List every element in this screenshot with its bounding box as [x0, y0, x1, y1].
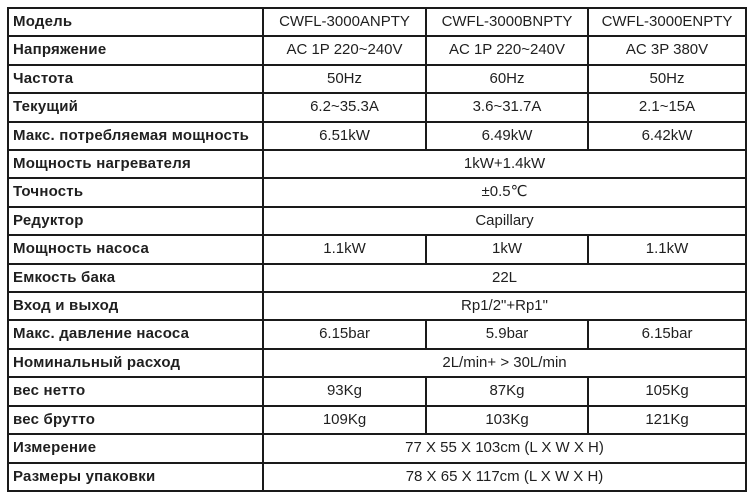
spec-value: AC 3P 380V [587, 35, 747, 66]
spec-value-merged: 22L [262, 262, 747, 294]
spec-value: 6.49kW [425, 120, 589, 152]
spec-value: AC 1P 220~240V [425, 35, 589, 66]
spec-value: 60Hz [425, 63, 589, 95]
spec-table: Модель CWFL-3000ANPTY CWFL-3000BNPTY CWFL-3… [7, 6, 747, 492]
spec-value-merged: 1kW+1.4kW [262, 149, 747, 180]
spec-value-merged: Capillary [262, 205, 747, 237]
spec-label: Макс. давление насоса [7, 319, 264, 350]
spec-value: 2.1~15A [587, 92, 747, 123]
table-row: Модель CWFL-3000ANPTY CWFL-3000BNPTY CWFL-3… [7, 6, 747, 38]
spec-value: 1.1kW [587, 234, 747, 265]
table-row: Емкость бака 22L [7, 262, 747, 294]
spec-label: Измерение [7, 433, 264, 464]
spec-label: Макс. потребляемая мощность [7, 120, 264, 152]
table-row: Макс. давление насоса 6.15bar 5.9bar 6.15ba… [7, 319, 747, 350]
table-row: вес брутто 109Kg 103Kg 121Kg [7, 404, 747, 436]
spec-value: 87Kg [425, 376, 589, 407]
spec-label: Размеры упаковки [7, 461, 264, 492]
spec-value: 6.2~35.3A [262, 92, 427, 123]
spec-value: AC 1P 220~240V [262, 35, 427, 66]
spec-value: 6.15bar [587, 319, 747, 350]
spec-value-merged: Rp1/2"+Rp1" [262, 291, 747, 322]
spec-value-merged: 78 X 65 X 117cm (L X W X H) [262, 461, 747, 492]
spec-label: Модель [7, 6, 264, 38]
spec-label: Точность [7, 177, 264, 208]
spec-value-merged: 77 X 55 X 103cm (L X W X H) [262, 433, 747, 464]
spec-value: 50Hz [262, 63, 427, 95]
spec-table-body: Модель CWFL-3000ANPTY CWFL-3000BNPTY CWFL-3… [7, 6, 747, 492]
spec-label: Текущий [7, 92, 264, 123]
spec-value: CWFL-3000BNPTY [425, 6, 589, 38]
table-row: Текущий 6.2~35.3A 3.6~31.7A 2.1~15A [7, 92, 747, 123]
spec-value: 1.1kW [262, 234, 427, 265]
spec-value: CWFL-3000ANPTY [262, 6, 427, 38]
table-row: Размеры упаковки 78 X 65 X 117cm (L X W X… [7, 461, 747, 492]
spec-value: 6.51kW [262, 120, 427, 152]
spec-value: 5.9bar [425, 319, 589, 350]
spec-value-merged: ±0.5℃ [262, 177, 747, 208]
table-row: Вход и выход Rp1/2"+Rp1" [7, 291, 747, 322]
spec-value-merged: 2L/min+ > 30L/min [262, 347, 747, 379]
spec-value: 105Kg [587, 376, 747, 407]
table-row: Макс. потребляемая мощность 6.51kW 6.49kW 6… [7, 120, 747, 152]
spec-value: 6.42kW [587, 120, 747, 152]
spec-label: вес нетто [7, 376, 264, 407]
table-row: Точность ±0.5℃ [7, 177, 747, 208]
spec-label: Емкость бака [7, 262, 264, 294]
spec-value: 93Kg [262, 376, 427, 407]
table-row: Номинальный расход 2L/min+ > 30L/min [7, 347, 747, 379]
spec-label: Мощность нагревателя [7, 149, 264, 180]
table-row: Редуктор Capillary [7, 205, 747, 237]
spec-value: 50Hz [587, 63, 747, 95]
table-row: вес нетто 93Kg 87Kg 105Kg [7, 376, 747, 407]
spec-label: Номинальный расход [7, 347, 264, 379]
table-row: Частота 50Hz 60Hz 50Hz [7, 63, 747, 95]
table-row: Мощность нагревателя 1kW+1.4kW [7, 149, 747, 180]
spec-value: 6.15bar [262, 319, 427, 350]
spec-value: 1kW [425, 234, 589, 265]
spec-label: вес брутто [7, 404, 264, 436]
spec-label: Частота [7, 63, 264, 95]
spec-value: 121Kg [587, 404, 747, 436]
spec-value: 109Kg [262, 404, 427, 436]
spec-value: CWFL-3000ENPTY [587, 6, 747, 38]
spec-label: Мощность насоса [7, 234, 264, 265]
table-row: Мощность насоса 1.1kW 1kW 1.1kW [7, 234, 747, 265]
spec-label: Напряжение [7, 35, 264, 66]
spec-value: 103Kg [425, 404, 589, 436]
table-row: Напряжение AC 1P 220~240V AC 1P 220~240V AC… [7, 35, 747, 66]
spec-label: Вход и выход [7, 291, 264, 322]
spec-value: 3.6~31.7A [425, 92, 589, 123]
table-row: Измерение 77 X 55 X 103cm (L X W X H) [7, 433, 747, 464]
spec-label: Редуктор [7, 205, 264, 237]
